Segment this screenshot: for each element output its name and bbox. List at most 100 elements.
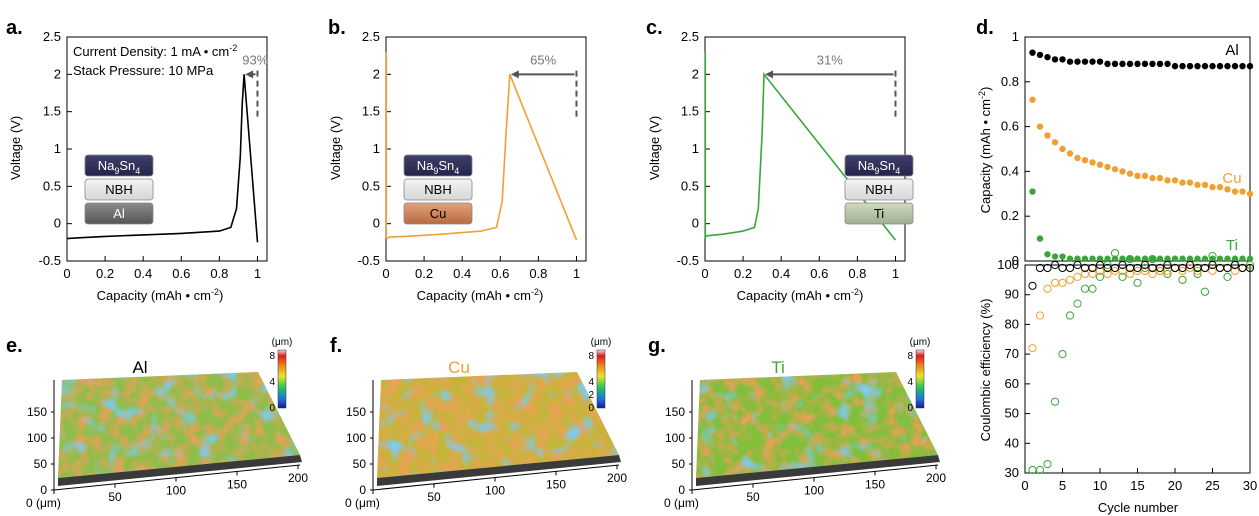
annotation-stack-pressure: Stack Pressure: 10 MPa bbox=[73, 63, 214, 78]
colorbar-tick-label-e: 0 bbox=[269, 403, 275, 414]
capacity-point-cu bbox=[1164, 177, 1171, 184]
capacity-point-al bbox=[1224, 62, 1231, 70]
y-tick-label-d-top: 0.8 bbox=[1001, 74, 1019, 89]
capacity-point-cu bbox=[1059, 145, 1066, 153]
efficiency-point-ti bbox=[1208, 251, 1217, 261]
plot-frame-b bbox=[385, 36, 587, 262]
efficiency-point-cu bbox=[1118, 266, 1127, 276]
surface-y-tick-label-f: 50 bbox=[353, 457, 367, 471]
capacity-point-cu bbox=[1066, 150, 1074, 157]
capacity-point-ti bbox=[1216, 255, 1224, 262]
capacity-point-al bbox=[1044, 53, 1051, 61]
efficiency-point-al bbox=[1163, 260, 1172, 270]
panel-f: f. Cu 0 50 100 150 0 (μm) 50 100 150 200 (μm) 0 4 8 2 bbox=[330, 335, 627, 510]
capacity-point-al bbox=[1081, 58, 1089, 65]
efficiency-point-ti bbox=[1065, 311, 1075, 320]
capacity-point-cu bbox=[1179, 179, 1186, 186]
y-tick-label-b: 0 bbox=[373, 216, 380, 231]
x-tick-label-b: 0 bbox=[382, 266, 389, 281]
y-tick-label-a: 1 bbox=[54, 141, 61, 156]
y-tick-label-b: 0.5 bbox=[362, 178, 380, 193]
efficiency-point-cu bbox=[1043, 284, 1052, 293]
surface-y-tick-label-g: 100 bbox=[665, 431, 685, 445]
colorbar-tick-label-g: 8 bbox=[907, 351, 913, 362]
capacity-point-ti bbox=[1224, 255, 1231, 262]
y-tick-label-c: 1.5 bbox=[681, 104, 699, 119]
x-tick-label-d: 25 bbox=[1205, 478, 1219, 493]
capacity-point-al bbox=[1051, 56, 1059, 63]
percent-label-b: 65% bbox=[530, 53, 556, 68]
efficiency-point-ti bbox=[1050, 397, 1060, 406]
capacity-point-al bbox=[1209, 62, 1216, 70]
stack-layer-c-2 bbox=[844, 202, 914, 225]
capacity-point-al bbox=[1134, 60, 1141, 68]
efficiency-point-cu bbox=[1103, 269, 1112, 279]
capacity-point-ti bbox=[1104, 255, 1111, 262]
efficiency-point-al bbox=[1200, 263, 1210, 273]
efficiency-point-al bbox=[1185, 260, 1195, 270]
x-tick-label-d: 20 bbox=[1168, 478, 1182, 493]
capacity-point-cu bbox=[1216, 183, 1224, 191]
capacity-point-ti bbox=[1246, 255, 1254, 262]
arrowhead-b bbox=[510, 70, 519, 79]
capacity-point-cu bbox=[1141, 172, 1149, 180]
surface-x-tick-label-g: 100 bbox=[804, 484, 824, 498]
efficiency-point-al bbox=[1118, 260, 1127, 270]
stack-label-a-1: NBH bbox=[105, 182, 132, 197]
capacity-point-ti bbox=[1149, 255, 1156, 262]
efficiency-point-ti bbox=[1088, 284, 1097, 293]
efficiency-point-ti bbox=[1223, 272, 1232, 281]
percent-label-c: 31% bbox=[817, 53, 843, 68]
capacity-point-cu bbox=[1104, 163, 1111, 171]
stack-label-a-2: Al bbox=[113, 206, 125, 221]
capacity-point-al bbox=[1186, 62, 1194, 70]
annotation-current-density: Current Density: 1 mA • cm-2 bbox=[73, 43, 237, 59]
efficiency-point-cu bbox=[1178, 266, 1187, 276]
stack-label-c-0: Na9Sn4 bbox=[858, 158, 901, 176]
panel-letter-f: f. bbox=[330, 335, 342, 357]
capacity-point-cu bbox=[1231, 188, 1239, 195]
surface-x-tick-label-e: 50 bbox=[108, 490, 122, 504]
stack-layer-c-1 bbox=[844, 178, 914, 201]
y-tick-label-b: -0.5 bbox=[358, 253, 380, 268]
x-tick-label-c: 0.2 bbox=[734, 266, 752, 281]
capacity-point-ti bbox=[1239, 255, 1246, 262]
colorbar-tick-label-f-extra: 2 bbox=[588, 390, 594, 401]
stack-layer-a-2 bbox=[84, 202, 154, 225]
colorbar-tick-label-e: 4 bbox=[269, 377, 275, 388]
stack-layer-c-0 bbox=[844, 154, 914, 177]
x-axis-label-d: Cycle number bbox=[1098, 500, 1179, 515]
voltage-curve-b bbox=[385, 74, 578, 241]
capacity-point-cu bbox=[1089, 159, 1096, 166]
capacity-point-al bbox=[1156, 60, 1164, 68]
panel-letter-e: e. bbox=[6, 335, 23, 357]
x-tick-label-d: 15 bbox=[1130, 478, 1144, 493]
capacity-point-ti bbox=[1194, 255, 1201, 262]
series-label-al: Al bbox=[1225, 42, 1238, 59]
efficiency-point-al bbox=[1178, 263, 1187, 273]
x-tick-label-d: 0 bbox=[1021, 478, 1028, 493]
efficiency-point-cu bbox=[1095, 266, 1105, 276]
surface-x-tick-label-g: 200 bbox=[926, 471, 946, 485]
y-tick-label-d-top: 0 bbox=[1012, 253, 1019, 268]
panel-e: e. Al 0 50 100 150 0 (μm) 50 100 150 200 (μm) 0 4 8 bbox=[6, 335, 308, 510]
capacity-point-ti bbox=[1074, 255, 1081, 262]
efficiency-point-ti bbox=[1200, 287, 1210, 296]
colorbar-tick-label-f: 0 bbox=[588, 403, 594, 414]
x-tick-label-d: 30 bbox=[1243, 478, 1257, 493]
efficiency-point-cu bbox=[1035, 311, 1045, 320]
capacity-point-cu bbox=[1239, 188, 1246, 195]
capacity-point-al bbox=[1029, 49, 1036, 56]
surface-y-tick-label-g: 50 bbox=[672, 457, 686, 471]
panel-b: b. Voltage (V) Capacity (mAh • cm-2) 0 0.… bbox=[328, 17, 587, 303]
efficiency-point-ti bbox=[1163, 269, 1172, 279]
surface-base-g bbox=[696, 455, 940, 486]
capacity-point-al bbox=[1096, 58, 1104, 65]
x-tick-label-b: 0.8 bbox=[529, 266, 547, 281]
efficiency-point-ti bbox=[1043, 459, 1052, 469]
capacity-point-al bbox=[1246, 62, 1254, 70]
efficiency-point-cu bbox=[1140, 266, 1150, 276]
efficiency-point-ti bbox=[1178, 275, 1187, 284]
arrowhead-a bbox=[245, 70, 254, 79]
efficiency-point-ti bbox=[1148, 254, 1157, 264]
